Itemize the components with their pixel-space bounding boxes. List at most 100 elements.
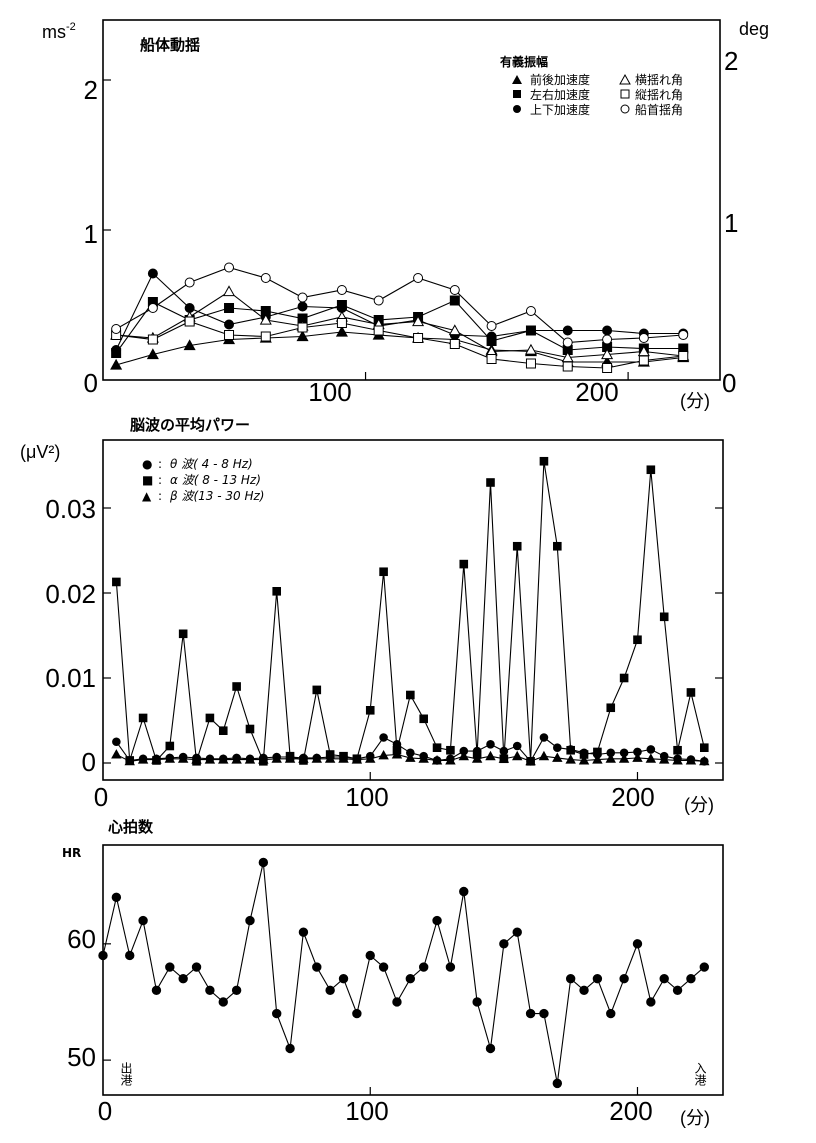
eeg-point-s1-41 (659, 612, 669, 622)
ship-point-s1-3 (224, 303, 235, 313)
legend-item-yaw-angle: 船首揺角 (620, 103, 683, 117)
ship-series-lines (115, 266, 684, 369)
legend-beta-label: β 波(13 - 30 Hz) (169, 489, 264, 503)
ship-point-s0-5 (296, 330, 309, 342)
ship-point-s2-3 (224, 319, 235, 330)
eeg-point-s2-24 (431, 755, 443, 765)
eeg-point-s2-0 (111, 749, 122, 759)
hr-point-s0-39 (619, 974, 629, 984)
eeg-point-s1-30 (512, 541, 522, 551)
eeg-point-s1-37 (606, 703, 616, 713)
hr-point-s0-4 (151, 985, 162, 996)
ship-point-s4-6 (336, 318, 347, 328)
legend-alpha-symbol: ■ (142, 473, 153, 487)
eeg-point-s1-44 (699, 743, 709, 753)
eeg-point-s2-20 (378, 749, 389, 760)
legend-item-fore-aft-accel: 前後加速度 (512, 72, 590, 87)
hr-point-s0-22 (392, 997, 402, 1007)
hr-xtick-0: 0 (98, 1096, 112, 1126)
eeg-point-s2-43 (685, 755, 697, 765)
ship-point-s4-12 (562, 361, 573, 372)
eeg-point-s2-2 (137, 754, 149, 764)
ship-xtick-200: 200 (575, 377, 618, 407)
hr-point-s0-42 (659, 974, 669, 984)
ship-left-unit-sup: -2 (66, 21, 76, 33)
ship-series-line-4 (116, 320, 684, 369)
legend-beta-colon: : (158, 489, 162, 503)
ship-chart-title: 船体動揺 (140, 36, 200, 54)
hr-point-s0-8 (205, 985, 215, 996)
eeg-point-s1-39 (633, 635, 642, 645)
ship-point-s1-9 (449, 295, 460, 306)
eeg-point-s2-41 (658, 754, 670, 764)
hr-point-s0-19 (352, 1008, 362, 1019)
eeg-point-s1-26 (459, 559, 469, 569)
ship-point-s2-5 (297, 301, 308, 312)
ship-series-line-0 (115, 331, 684, 366)
hr-point-s0-24 (418, 962, 429, 972)
eeg-point-s1-10 (245, 724, 255, 734)
eeg-point-s1-43 (686, 688, 696, 697)
eeg-point-s2-22 (405, 752, 416, 762)
ship-ytick-right-2: 2 (724, 46, 738, 76)
ship-series-line-5 (115, 266, 684, 344)
eeg-point-s2-32 (538, 750, 550, 761)
ship-point-s4-5 (297, 322, 308, 333)
hr-point-s0-6 (178, 974, 188, 984)
hr-point-s0-3 (138, 915, 148, 926)
ship-point-s2-10 (486, 331, 497, 342)
legend-item-roll-angle: 横揺れ角 (619, 73, 683, 87)
eeg-point-s2-39 (632, 752, 643, 762)
eeg-point-s2-31 (525, 755, 536, 766)
ship-plot-frame (102, 19, 721, 381)
hr-point-s0-17 (325, 985, 335, 996)
eeg-point-s2-42 (672, 755, 683, 765)
legend-open-circle-icon (620, 104, 630, 114)
ship-point-s4-8 (413, 333, 424, 343)
ship-point-s4-2 (184, 316, 195, 327)
hr-series-line-0 (102, 862, 705, 1084)
ship-point-s3-4 (259, 313, 272, 325)
ship-point-s5-6 (336, 285, 347, 295)
ship-point-s4-10 (486, 354, 497, 364)
eeg-xtick-200: 200 (611, 782, 654, 812)
eeg-point-s1-34 (566, 745, 575, 755)
ship-left-axis-unit: ms-2 (42, 21, 76, 42)
ship-left-unit-base: ms (42, 22, 66, 42)
ship-point-s4-3 (224, 330, 235, 340)
hr-tick-marks (103, 943, 639, 1095)
eeg-point-s2-44 (699, 755, 710, 766)
ship-point-s4-4 (260, 331, 271, 342)
hr-point-s0-40 (632, 939, 643, 949)
ship-point-s5-0 (111, 324, 122, 334)
hr-point-s0-34 (552, 1078, 563, 1089)
eeg-legend: ● : θ 波( 4 - 8 Hz) ■ : α 波( 8 - 13 Hz) ▲… (142, 457, 264, 503)
eeg-point-s2-9 (231, 754, 242, 764)
eeg-point-s1-28 (486, 478, 495, 487)
eeg-point-s2-25 (445, 755, 456, 765)
eeg-point-s2-12 (271, 753, 282, 763)
eeg-ytick-0-01: 0.01 (45, 663, 96, 693)
ship-point-s3-9 (448, 324, 461, 336)
hr-point-s0-13 (272, 1008, 282, 1019)
ship-point-s2-11 (525, 325, 536, 336)
eeg-point-s2-33 (552, 752, 563, 762)
ship-point-s2-12 (562, 325, 573, 336)
hr-point-s0-43 (672, 985, 683, 996)
hr-point-s0-44 (686, 974, 696, 984)
eeg-point-s2-28 (485, 750, 496, 761)
hr-point-s0-32 (525, 1008, 536, 1019)
eeg-xtick-0: 0 (94, 782, 108, 812)
eeg-ytick-0: 0 (82, 747, 96, 777)
hr-point-s0-45 (699, 962, 709, 972)
eeg-point-s0-33 (553, 743, 562, 753)
hr-point-s0-21 (378, 962, 389, 972)
hr-plot-frame (102, 844, 724, 1096)
eeg-point-s2-26 (458, 750, 469, 761)
hr-point-s0-7 (191, 962, 202, 972)
ship-point-s4-9 (449, 339, 460, 349)
ship-xtick-100: 100 (308, 377, 351, 407)
ship-ytick-left-2: 2 (84, 75, 98, 105)
ship-point-s5-2 (184, 277, 195, 288)
ship-ytick-right-0: 0 (722, 368, 736, 398)
